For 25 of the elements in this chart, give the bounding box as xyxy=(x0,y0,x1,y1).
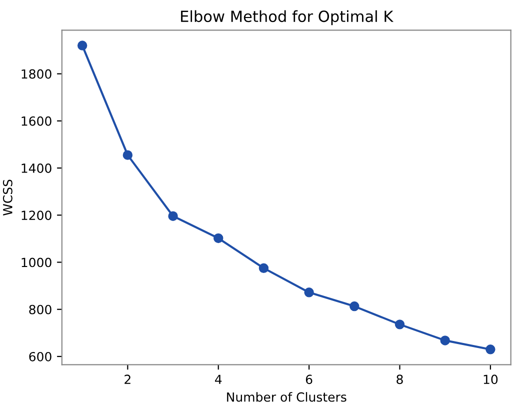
y-tick-label: 600 xyxy=(29,352,52,362)
y-tick-label: 800 xyxy=(29,304,52,314)
y-tick-label: 1000 xyxy=(22,258,52,268)
point xyxy=(122,150,133,160)
point xyxy=(77,40,88,50)
y-axis-title: WCSS xyxy=(2,180,12,216)
x-tick-label: 4 xyxy=(214,374,222,384)
y-tick-label: 1400 xyxy=(22,163,52,173)
point xyxy=(394,320,405,330)
point xyxy=(440,336,450,346)
x-tick-label: 8 xyxy=(396,374,403,384)
point xyxy=(258,263,269,273)
x-tick-label: 10 xyxy=(484,374,498,384)
y-tick-label: 1200 xyxy=(22,210,52,220)
point xyxy=(486,344,496,354)
point xyxy=(214,233,224,244)
y-tick-label: 1600 xyxy=(22,116,52,126)
y-tick-label: 1800 xyxy=(22,69,52,79)
point xyxy=(168,211,178,221)
x-tick-label: 6 xyxy=(306,374,312,384)
point xyxy=(350,301,360,312)
chart-title: Elbow Method for Optimal K xyxy=(181,10,394,26)
point xyxy=(304,288,314,298)
x-tick-label: 2 xyxy=(124,374,130,384)
x-axis-title: Number of Clusters xyxy=(227,392,346,402)
